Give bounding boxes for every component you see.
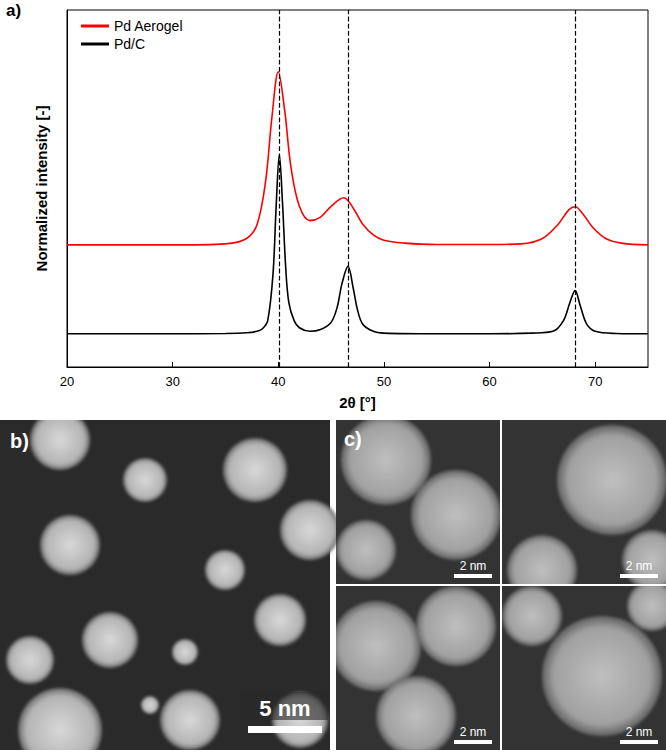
svg-text:5 nm: 5 nm xyxy=(259,696,310,721)
svg-text:30: 30 xyxy=(165,374,179,389)
svg-text:60: 60 xyxy=(482,374,496,389)
svg-text:50: 50 xyxy=(377,374,391,389)
svg-text:40: 40 xyxy=(271,374,285,389)
svg-text:Pd/C: Pd/C xyxy=(114,36,145,52)
svg-text:b): b) xyxy=(10,430,29,452)
svg-text:2 nm: 2 nm xyxy=(626,559,653,573)
svg-text:2 nm: 2 nm xyxy=(460,725,487,739)
svg-text:2θ [°]: 2θ [°] xyxy=(339,394,376,411)
svg-text:70: 70 xyxy=(588,374,602,389)
svg-text:20: 20 xyxy=(60,374,74,389)
svg-text:Pd Aerogel: Pd Aerogel xyxy=(114,18,183,34)
svg-text:c): c) xyxy=(344,428,362,450)
svg-text:2 nm: 2 nm xyxy=(460,559,487,573)
svg-text:2 nm: 2 nm xyxy=(626,725,653,739)
svg-text:Normalized intensity [-]: Normalized intensity [-] xyxy=(33,106,50,272)
svg-text:a): a) xyxy=(6,1,21,20)
